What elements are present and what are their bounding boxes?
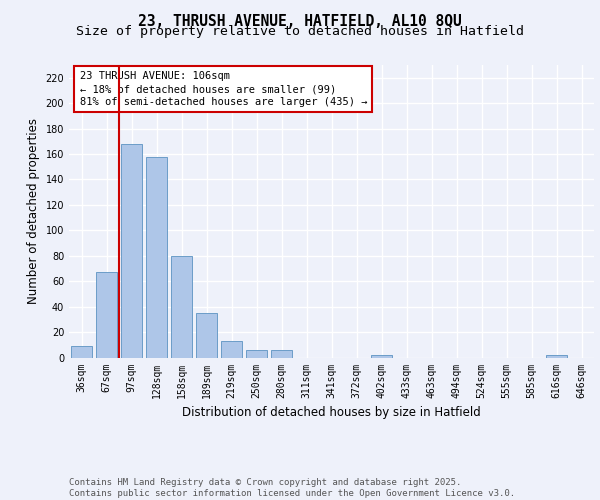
Text: 23 THRUSH AVENUE: 106sqm
← 18% of detached houses are smaller (99)
81% of semi-d: 23 THRUSH AVENUE: 106sqm ← 18% of detach… xyxy=(79,71,367,108)
Bar xyxy=(246,350,267,358)
Bar xyxy=(546,355,567,358)
Bar xyxy=(171,256,192,358)
Bar xyxy=(121,144,142,358)
Y-axis label: Number of detached properties: Number of detached properties xyxy=(27,118,40,304)
Text: 23, THRUSH AVENUE, HATFIELD, AL10 8QU: 23, THRUSH AVENUE, HATFIELD, AL10 8QU xyxy=(138,14,462,29)
Bar xyxy=(371,355,392,358)
Bar xyxy=(96,272,117,358)
Bar xyxy=(71,346,92,358)
Bar xyxy=(146,156,167,358)
X-axis label: Distribution of detached houses by size in Hatfield: Distribution of detached houses by size … xyxy=(182,406,481,419)
Bar xyxy=(221,341,242,357)
Text: Size of property relative to detached houses in Hatfield: Size of property relative to detached ho… xyxy=(76,25,524,38)
Bar xyxy=(271,350,292,358)
Text: Contains HM Land Registry data © Crown copyright and database right 2025.
Contai: Contains HM Land Registry data © Crown c… xyxy=(69,478,515,498)
Bar xyxy=(196,313,217,358)
